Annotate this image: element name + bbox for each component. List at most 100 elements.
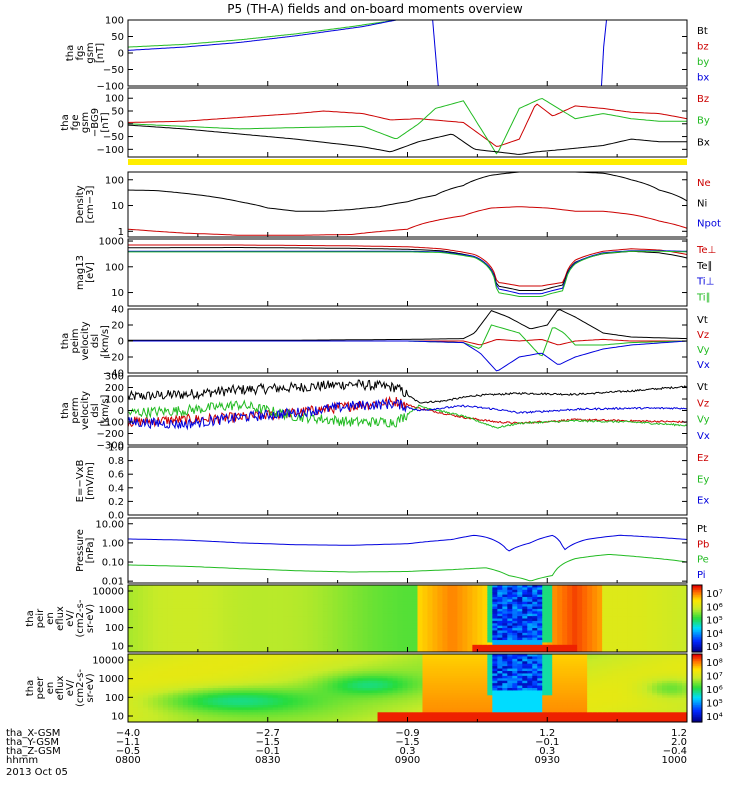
legend-label: Pe xyxy=(697,555,709,566)
ephemeris-value: 0800 xyxy=(115,755,140,766)
series-line-pressure-1 xyxy=(128,554,687,582)
y-tick-label: 0.6 xyxy=(108,470,124,481)
series-line-fgs-3 xyxy=(601,20,607,86)
y-axis-label: mag13 xyxy=(75,255,86,290)
series-line-fge-0 xyxy=(128,103,687,147)
series-line-peim-3 xyxy=(128,340,687,372)
legend-label: Vx xyxy=(697,431,710,442)
series-line-temperature-0 xyxy=(128,244,687,287)
y-axis-label: (cm2-s- xyxy=(75,599,86,637)
y-axis-label: sr-eV) xyxy=(85,673,96,702)
y-axis-label: [eV] xyxy=(85,262,96,283)
y-axis-label: gsm xyxy=(80,112,91,133)
series-line-temperature-2 xyxy=(128,250,687,295)
legend-label: Ey xyxy=(697,474,709,485)
y-tick-label: 10 xyxy=(111,288,124,299)
y-tick-label: 100 xyxy=(105,693,124,704)
y-axis-label: peir xyxy=(35,608,46,628)
y-tick-label: 1.00 xyxy=(102,538,124,549)
ephemeris-value: −1.1 xyxy=(116,737,140,748)
ephemeris-label: tha_Z-GSM xyxy=(6,746,61,757)
y-tick-label: 100 xyxy=(105,623,124,634)
series-line-fgs-1 xyxy=(128,20,408,51)
colorbar-tick-label: 10⁷ xyxy=(706,672,723,683)
series-line-perm-3 xyxy=(128,398,687,431)
legend-label: bx xyxy=(697,73,709,84)
legend-label: Pi xyxy=(697,570,706,581)
colorbar-tick-label: 10⁵ xyxy=(706,699,723,710)
panel-density: 100 10 1 Ne Ni Npot Density [cm−3] xyxy=(75,171,721,238)
ephemeris-value: 1000 xyxy=(662,755,687,766)
y-tick-label: 40 xyxy=(111,305,124,316)
ephemeris-value: −1.5 xyxy=(256,737,280,748)
panel-temperature: 1000 100 10 Te⊥ Te∥ Ti⊥ Ti∥ mag13 [eV] xyxy=(75,237,716,307)
y-axis-label: tha xyxy=(60,402,71,418)
colorbar-tick-label: 10³ xyxy=(706,642,723,653)
y-axis-label: dsl xyxy=(90,403,101,417)
y-axis-label: (cm2-s- xyxy=(75,669,86,707)
y-axis-label: fge xyxy=(70,114,81,130)
y-axis-label: en xyxy=(45,682,56,695)
y-tick-label: −100 xyxy=(97,145,124,156)
y-axis-label: [nT] xyxy=(95,43,106,63)
y-tick-label: 1 xyxy=(118,227,124,238)
ephemeris-label: hhmm xyxy=(6,755,38,766)
series-line-fgs-2 xyxy=(432,20,439,86)
colorbar-tick-label: 10⁴ xyxy=(706,629,723,640)
panel-fge: 100 500 −50 −100 Bz By Bx tha fge gsm −BG9 [nT] xyxy=(60,87,710,158)
y-tick-label: −20 xyxy=(103,353,124,364)
y-axis-label: tha xyxy=(60,333,71,349)
y-tick-label: 0 xyxy=(118,406,124,417)
legend-label: Vz xyxy=(697,330,709,341)
y-tick-label: 100 xyxy=(105,175,124,186)
legend-label: Ti⊥ xyxy=(696,277,714,288)
ephemeris-value: −0.9 xyxy=(395,728,419,739)
colorbar-tick-label: 10⁶ xyxy=(706,602,723,613)
legend-label: Ne xyxy=(697,178,711,189)
series-line-pressure-0 xyxy=(128,534,687,552)
panel-fgs: 100 50 0 −50 −100 Bt bz by bx tha fgs gsm [nT] xyxy=(65,16,709,93)
legend-label: Npot xyxy=(697,219,721,230)
colorbar-tick-label: 10⁸ xyxy=(706,658,723,669)
panel-peim: 40 20 0 −20 −40 Vt Vz Vy Vx tha peim velocity dsl [km… xyxy=(60,305,710,380)
y-tick-label: 200 xyxy=(105,383,124,394)
y-tick-label: −50 xyxy=(103,132,124,143)
y-tick-label: 1000 xyxy=(99,237,124,248)
y-tick-label: −200 xyxy=(97,429,124,440)
y-tick-label: 300 xyxy=(105,372,124,383)
panel-peer: 10000 1000 100 10 10⁸ 10⁷ 10⁶ 10⁵ 10⁴ tha peer en ef… xyxy=(25,653,723,723)
ephemeris-value: −1.5 xyxy=(395,737,419,748)
ephemeris-value: −4.0 xyxy=(116,728,140,739)
ephemeris-value: −0.5 xyxy=(116,746,140,757)
ephemeris-value: 2.0 xyxy=(671,737,687,748)
y-tick-label: 0.8 xyxy=(108,456,124,467)
legend-label: Ex xyxy=(697,496,709,507)
panel-peir: 10000 1000 100 10 10⁷ 10⁶ 10⁵ 10⁴ 10³ tha peir en ef… xyxy=(25,584,723,653)
y-axis-label: [nPa] xyxy=(85,537,96,563)
series-line-perm-2 xyxy=(128,399,687,429)
y-tick-label: 0.01 xyxy=(102,577,124,588)
y-axis-label: eflux xyxy=(55,676,66,701)
y-tick-label: 10 xyxy=(111,642,124,653)
spectrogram-peer xyxy=(128,654,687,722)
y-axis-label: tha xyxy=(60,114,71,130)
y-tick-label: 0.0 xyxy=(108,511,124,522)
y-tick-label: 50 xyxy=(111,32,124,43)
y-tick-label: −300 xyxy=(97,441,124,452)
y-axis-label: velocity xyxy=(80,391,91,430)
y-axis-label: Pressure xyxy=(75,529,86,572)
y-axis-label: −BG9 xyxy=(90,108,101,137)
ephemeris-value: 0.3 xyxy=(400,746,416,757)
ephemeris-value: 0830 xyxy=(255,755,280,766)
series-line-peim-0 xyxy=(128,309,687,341)
colorbar-tick-label: 10⁷ xyxy=(706,589,723,600)
ephemeris-value: 0.3 xyxy=(539,746,555,757)
y-axis-label: [nT] xyxy=(100,112,111,132)
y-tick-label: 1000 xyxy=(99,605,124,616)
ephemeris-value: 0930 xyxy=(535,755,560,766)
legend-label: Te⊥ xyxy=(696,245,716,256)
legend-label: Vt xyxy=(697,382,708,393)
ephemeris-value: −2.7 xyxy=(256,728,280,739)
